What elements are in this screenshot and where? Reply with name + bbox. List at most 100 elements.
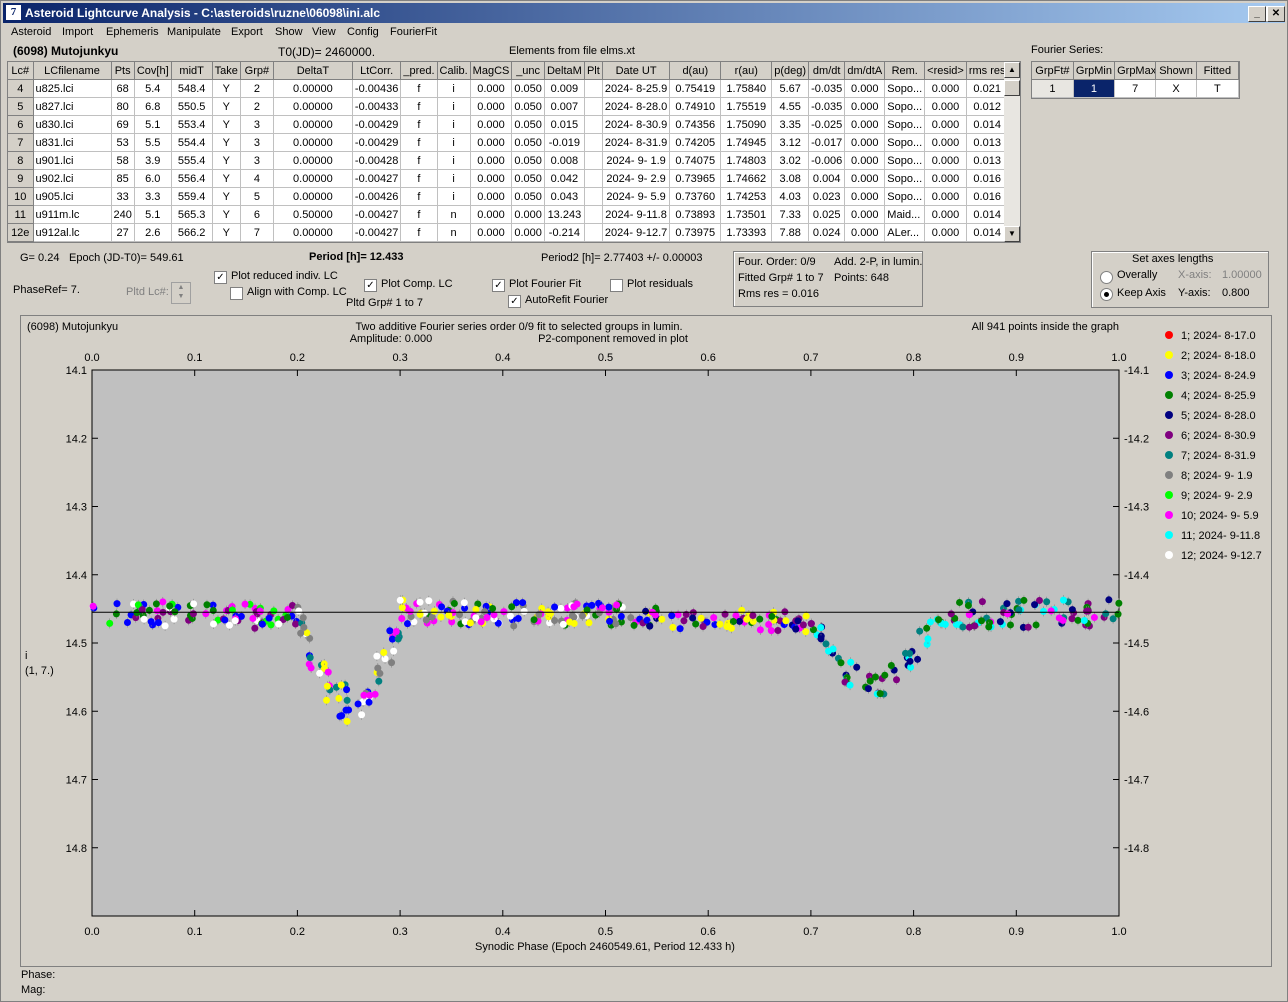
table-cell[interactable]: 0.000 bbox=[924, 79, 967, 98]
table-cell[interactable]: 3.08 bbox=[771, 169, 810, 188]
table-cell[interactable]: 0.000 bbox=[924, 151, 967, 170]
table-cell[interactable]: -0.00426 bbox=[352, 187, 402, 206]
table-cell[interactable]: -0.00429 bbox=[352, 133, 402, 152]
fourier-cell[interactable]: 7 bbox=[1114, 79, 1157, 98]
table-cell[interactable] bbox=[584, 97, 603, 116]
align-comp-checkbox[interactable] bbox=[230, 287, 243, 300]
table-cell[interactable]: 0.008 bbox=[544, 151, 585, 170]
column-header[interactable]: rms res bbox=[966, 62, 1009, 80]
table-scrollbar[interactable]: ▲ ▼ bbox=[1004, 62, 1020, 242]
table-cell[interactable]: 0.013 bbox=[966, 133, 1009, 152]
table-cell[interactable]: 555.4 bbox=[171, 151, 213, 170]
table-cell[interactable]: Y bbox=[212, 151, 241, 170]
table-cell[interactable]: u912al.lc bbox=[33, 223, 112, 242]
table-cell[interactable]: 0.000 bbox=[470, 151, 513, 170]
table-cell[interactable]: 5 bbox=[240, 187, 274, 206]
table-cell[interactable]: 0.00000 bbox=[273, 169, 353, 188]
table-cell[interactable]: 7 bbox=[240, 223, 274, 242]
table-row[interactable]: 12e u912al.lc 27 2.6 566.2 Y 7 0.00000 -0.00427 f… bbox=[8, 223, 1009, 242]
table-cell[interactable]: ALer... bbox=[884, 223, 926, 242]
fourier-column-header[interactable]: Fitted bbox=[1196, 62, 1240, 80]
table-cell[interactable]: 0.024 bbox=[808, 223, 846, 242]
y-axis-value[interactable]: 0.800 bbox=[1222, 287, 1250, 299]
table-row[interactable]: 10 u905.lci 33 3.3 559.4 Y 5 0.00000 -0.00426 f i 0… bbox=[8, 187, 1009, 206]
table-cell[interactable]: 6 bbox=[240, 205, 274, 224]
table-cell[interactable]: -0.00428 bbox=[352, 151, 402, 170]
table-cell[interactable]: Sopo... bbox=[884, 133, 926, 152]
table-cell[interactable] bbox=[584, 205, 603, 224]
table-cell[interactable]: -0.017 bbox=[808, 133, 846, 152]
table-cell[interactable]: 0.000 bbox=[470, 205, 513, 224]
table-cell[interactable]: 1.74945 bbox=[720, 133, 773, 152]
table-cell[interactable]: f bbox=[400, 133, 438, 152]
table-cell[interactable]: i bbox=[437, 133, 471, 152]
table-cell[interactable]: 0.00000 bbox=[273, 223, 353, 242]
table-cell[interactable]: 0.74205 bbox=[669, 133, 722, 152]
table-cell[interactable] bbox=[584, 133, 603, 152]
menu-ephemeris[interactable]: Ephemeris bbox=[106, 26, 159, 38]
keep-axis-radio[interactable] bbox=[1100, 288, 1113, 301]
table-cell[interactable]: -0.00427 bbox=[352, 223, 402, 242]
table-cell[interactable]: 0.000 bbox=[844, 187, 886, 206]
table-cell[interactable]: 0.000 bbox=[844, 151, 886, 170]
table-cell[interactable]: f bbox=[400, 223, 438, 242]
column-header[interactable]: Grp# bbox=[240, 62, 274, 80]
table-cell[interactable]: 565.3 bbox=[171, 205, 213, 224]
plot-reduced-checkbox[interactable]: ✓ bbox=[214, 271, 227, 284]
table-cell[interactable]: 85 bbox=[111, 169, 135, 188]
table-cell[interactable]: Y bbox=[212, 223, 241, 242]
table-cell[interactable]: 6.0 bbox=[134, 169, 172, 188]
column-header[interactable]: r(au) bbox=[720, 62, 773, 80]
table-cell[interactable]: 1.74803 bbox=[720, 151, 773, 170]
table-cell[interactable]: 5.5 bbox=[134, 133, 172, 152]
table-cell[interactable]: u831.lci bbox=[33, 133, 112, 152]
table-cell[interactable]: Y bbox=[212, 205, 241, 224]
table-cell[interactable]: n bbox=[437, 205, 471, 224]
table-cell[interactable]: 0.009 bbox=[544, 79, 585, 98]
table-cell[interactable]: 0.000 bbox=[470, 169, 513, 188]
table-cell[interactable]: 1.74253 bbox=[720, 187, 773, 206]
table-cell[interactable]: 1.73501 bbox=[720, 205, 773, 224]
table-cell[interactable]: 0.043 bbox=[544, 187, 585, 206]
table-cell[interactable]: 2024- 9-12.7 bbox=[602, 223, 671, 242]
column-header[interactable]: _unc bbox=[511, 62, 545, 80]
table-cell[interactable]: Sopo... bbox=[884, 151, 926, 170]
table-cell[interactable]: i bbox=[437, 97, 471, 116]
overally-radio[interactable] bbox=[1100, 271, 1113, 284]
table-cell[interactable]: 0.00000 bbox=[273, 133, 353, 152]
table-cell[interactable]: 0.050 bbox=[511, 187, 545, 206]
table-cell[interactable]: 554.4 bbox=[171, 133, 213, 152]
table-cell[interactable]: 2024- 9- 1.9 bbox=[602, 151, 671, 170]
table-cell[interactable]: 0.000 bbox=[470, 79, 513, 98]
table-cell[interactable]: f bbox=[400, 187, 438, 206]
table-cell[interactable]: -0.00436 bbox=[352, 79, 402, 98]
column-header[interactable]: Pts bbox=[111, 62, 135, 80]
column-header[interactable]: p(deg) bbox=[771, 62, 810, 80]
table-cell[interactable] bbox=[584, 115, 603, 134]
table-row[interactable]: 11 u911m.lc 240 5.1 565.3 Y 6 0.50000 -0.00427 f n… bbox=[8, 205, 1009, 224]
table-cell[interactable]: -0.035 bbox=[808, 79, 846, 98]
table-cell[interactable]: f bbox=[400, 205, 438, 224]
table-cell[interactable] bbox=[584, 79, 603, 98]
table-cell[interactable]: 0.000 bbox=[470, 115, 513, 134]
column-header[interactable]: Lc# bbox=[8, 62, 34, 80]
table-cell[interactable]: 1.75519 bbox=[720, 97, 773, 116]
table-cell[interactable]: 0.000 bbox=[924, 187, 967, 206]
column-header[interactable]: <resid> bbox=[924, 62, 967, 80]
table-cell[interactable]: 548.4 bbox=[171, 79, 213, 98]
table-cell[interactable]: 559.4 bbox=[171, 187, 213, 206]
table-cell[interactable]: 0.00000 bbox=[273, 187, 353, 206]
table-cell[interactable]: 3 bbox=[240, 115, 274, 134]
menu-fourierfit[interactable]: FourierFit bbox=[390, 26, 438, 38]
column-header[interactable]: Cov[h] bbox=[134, 62, 172, 80]
minimize-icon[interactable]: _ bbox=[1248, 6, 1266, 22]
table-cell[interactable]: 0.74356 bbox=[669, 115, 722, 134]
table-cell[interactable]: Sopo... bbox=[884, 169, 926, 188]
menu-show[interactable]: Show bbox=[275, 26, 303, 38]
column-header[interactable]: d(au) bbox=[669, 62, 722, 80]
table-cell[interactable]: 0.000 bbox=[470, 187, 513, 206]
plot-comp-checkbox[interactable]: ✓ bbox=[364, 279, 377, 292]
table-cell[interactable]: u902.lci bbox=[33, 169, 112, 188]
table-cell[interactable]: 0.016 bbox=[966, 187, 1009, 206]
